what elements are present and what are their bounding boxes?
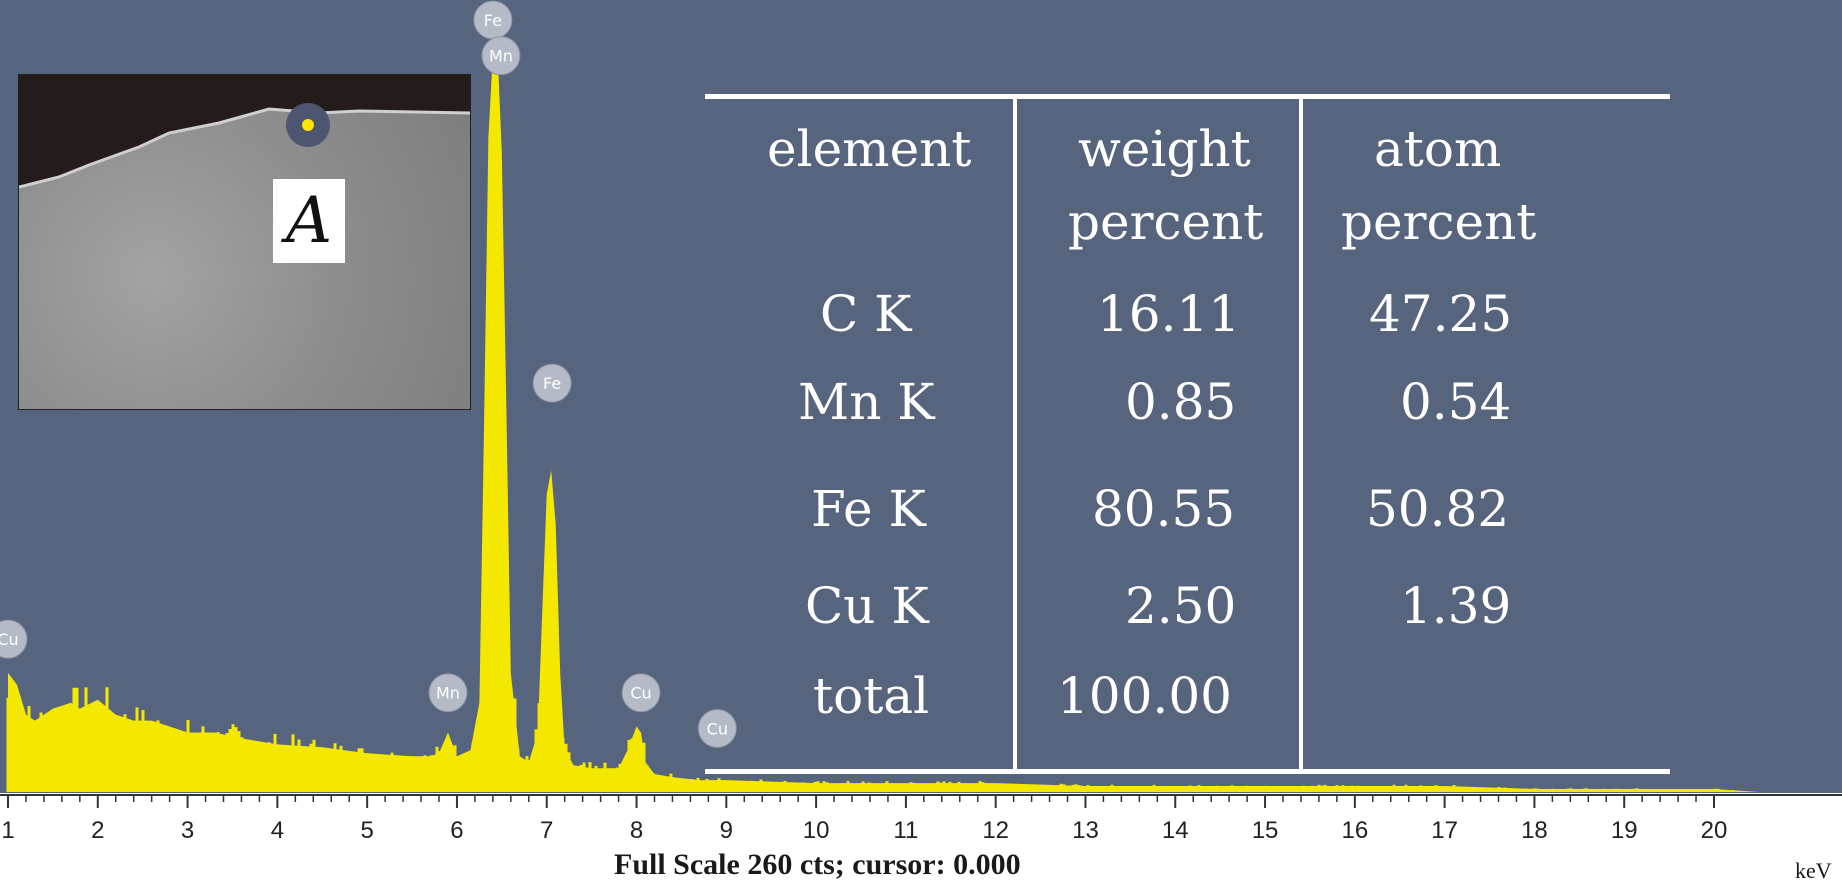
- peak-label-cu-4: Cu: [621, 673, 661, 713]
- x-tick-label-14: 14: [1162, 817, 1189, 844]
- row-cuk-element: Cu K: [805, 577, 929, 635]
- x-tick-label-1: 1: [1, 817, 14, 844]
- x-tick-label-9: 9: [720, 817, 733, 844]
- sample-surface-shape: [19, 75, 470, 189]
- header-atom-line2: percent: [1341, 193, 1537, 251]
- peak-label-fe-2: Fe: [532, 363, 572, 403]
- row-ck-element: C K: [820, 285, 912, 343]
- x-tick-label-8: 8: [630, 817, 643, 844]
- row-ck-atom: 47.25: [1369, 285, 1513, 343]
- peak-label-text: Fe: [543, 374, 561, 393]
- x-tick-label-7: 7: [540, 817, 553, 844]
- x-axis-unit: keV: [1795, 858, 1832, 883]
- peak-label-bubble: [697, 708, 737, 748]
- peak-label-cu-5: Cu: [697, 708, 737, 748]
- peak-label-bubble: [621, 673, 661, 713]
- x-tick-label-10: 10: [803, 817, 830, 844]
- peak-label-text: Fe: [484, 11, 502, 30]
- peak-label-text: Cu: [0, 630, 19, 649]
- peak-label-mn-3: Mn: [428, 673, 468, 713]
- row-total-weight: 100.00: [1057, 667, 1232, 725]
- x-tick-label-4: 4: [271, 817, 284, 844]
- analysis-point-marker: [286, 103, 330, 147]
- peak-label-bubble: [0, 619, 28, 659]
- header-element: element: [767, 120, 972, 178]
- composition-table: element weight percent atom percent C K …: [705, 94, 1670, 774]
- x-tick-label-15: 15: [1252, 817, 1279, 844]
- header-atom-line1: atom: [1374, 120, 1502, 178]
- row-fek-weight: 80.55: [1092, 480, 1236, 538]
- x-tick-label-11: 11: [893, 817, 918, 844]
- peak-labels: Fe Mn Fe Mn Cu Cu Cu: [0, 0, 737, 748]
- x-tick-label-18: 18: [1521, 817, 1548, 844]
- sem-micrograph-inset: A: [18, 74, 471, 410]
- table-divider-1: [1013, 99, 1017, 769]
- row-ck-weight: 16.11: [1097, 285, 1241, 343]
- x-tick-label-17: 17: [1431, 817, 1458, 844]
- x-tick-label-2: 2: [91, 817, 104, 844]
- peak-label-text: Cu: [707, 719, 728, 738]
- x-tick-label-16: 16: [1341, 817, 1368, 844]
- x-tick-label-3: 3: [181, 817, 194, 844]
- peak-label-text: Mn: [489, 47, 513, 66]
- peak-label-bubble: [481, 36, 521, 76]
- x-tick-label-5: 5: [360, 817, 373, 844]
- row-cuk-atom: 1.39: [1400, 577, 1512, 635]
- peak-label-bubble: [428, 673, 468, 713]
- x-axis-band: [0, 793, 1842, 886]
- x-tick-label-13: 13: [1072, 817, 1099, 844]
- row-fek-atom: 50.82: [1366, 480, 1510, 538]
- x-tick-label-20: 20: [1701, 817, 1728, 844]
- table-divider-2: [1299, 99, 1303, 769]
- peak-label-text: Cu: [630, 684, 651, 703]
- row-mnk-atom: 0.54: [1400, 373, 1512, 431]
- region-label: A: [273, 179, 345, 263]
- peak-label-text: Mn: [436, 684, 460, 703]
- peak-label-cu-6: Cu: [0, 619, 28, 659]
- analysis-point-dot: [302, 119, 314, 131]
- spectrum-noise-lines: [6, 687, 1741, 792]
- peak-label-fe-0: Fe: [473, 0, 513, 40]
- spectrum-noise: [6, 687, 1741, 792]
- row-cuk-weight: 2.50: [1125, 577, 1237, 635]
- x-axis-ticks: 1 2 3 4 5 6 7 8 9 10 11 12 13 14 15 16 17 18 19 20: [1, 795, 1727, 844]
- x-tick-label-19: 19: [1611, 817, 1638, 844]
- peak-label-bubble: [532, 363, 572, 403]
- header-weight-line1: weight: [1078, 120, 1251, 178]
- row-mnk-element: Mn K: [798, 373, 935, 431]
- row-total-element: total: [813, 667, 930, 725]
- x-tick-label-6: 6: [450, 817, 463, 844]
- full-scale-label: Full Scale 260 cts; cursor: 0.000: [614, 848, 1021, 881]
- x-tick-label-12: 12: [982, 817, 1009, 844]
- peak-label-mn-1: Mn: [481, 36, 521, 76]
- row-fek-element: Fe K: [811, 480, 926, 538]
- header-weight-line2: percent: [1068, 193, 1264, 251]
- row-mnk-weight: 0.85: [1125, 373, 1237, 431]
